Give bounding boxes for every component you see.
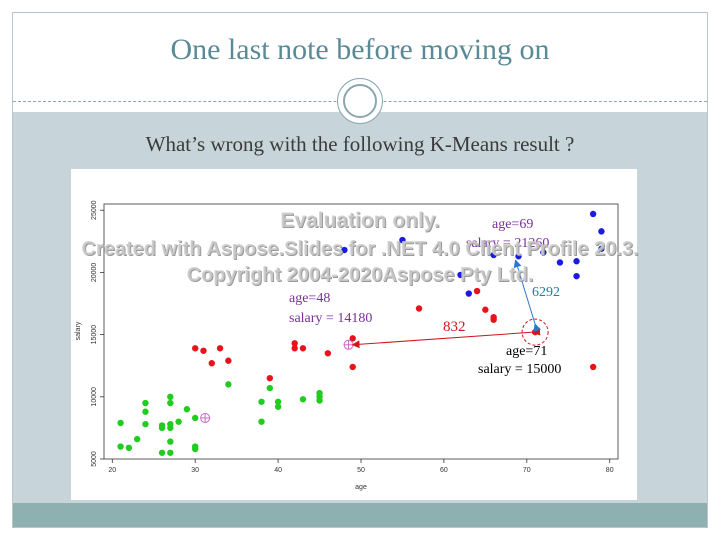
slide-frame xyxy=(12,12,708,528)
data-point xyxy=(490,251,497,259)
data-point xyxy=(589,210,597,218)
data-point xyxy=(167,393,174,401)
data-point xyxy=(556,259,564,266)
horizontal-distance-arrow xyxy=(351,327,541,349)
data-point xyxy=(266,384,274,392)
data-point xyxy=(191,414,199,422)
y-tick-label: 10000 xyxy=(91,387,98,407)
y-tick-label: 25000 xyxy=(91,200,98,220)
x-tick-label: 20 xyxy=(108,467,116,474)
data-point xyxy=(291,340,298,347)
data-point xyxy=(158,424,166,432)
data-point xyxy=(117,419,124,427)
data-point xyxy=(299,396,307,403)
data-point xyxy=(258,398,265,405)
data-point xyxy=(167,424,174,432)
annotation-salary-21260: salary = 21260 xyxy=(466,236,549,251)
data-point xyxy=(167,399,174,407)
data-point xyxy=(490,316,497,323)
data-point xyxy=(465,290,472,297)
data-point xyxy=(225,357,232,364)
annotations: age=69 salary = 21260 age=48 salary = 14… xyxy=(289,217,561,377)
x-axis-label: age xyxy=(355,484,367,491)
data-point xyxy=(589,363,597,371)
y-tick-label: 20000 xyxy=(91,263,98,283)
data-point xyxy=(175,418,182,425)
data-point xyxy=(291,345,298,352)
data-point xyxy=(482,306,489,313)
data-point xyxy=(258,418,265,425)
data-point xyxy=(573,272,580,280)
y-axis: 5000 10000 15000 20000 25000 xyxy=(91,200,104,467)
kmeans-scatter-chart: 20 30 40 50 60 70 80 500010000150002000025000 … xyxy=(75,200,619,491)
data-point xyxy=(540,249,547,256)
data-point xyxy=(341,246,348,254)
data-point xyxy=(133,435,141,443)
data-point xyxy=(225,381,232,388)
separator-ring-inner-icon xyxy=(343,84,377,118)
vertical-distance-arrow xyxy=(513,259,541,332)
x-tick-label: 70 xyxy=(523,467,531,474)
annotation-salary-14180: salary = 14180 xyxy=(289,311,372,326)
data-point xyxy=(598,245,605,252)
slide-subtitle: What’s wrong with the following K-Means … xyxy=(145,132,575,156)
data-point xyxy=(349,363,356,371)
data-point xyxy=(299,345,307,352)
highlight-circle xyxy=(521,318,549,346)
data-points xyxy=(117,210,605,456)
data-point xyxy=(399,236,406,244)
annotation-age-71: age=71 xyxy=(506,344,547,359)
data-point xyxy=(158,449,166,456)
data-point xyxy=(142,420,149,428)
y-tick-label: 5000 xyxy=(91,451,98,467)
y-tick-label: 15000 xyxy=(91,325,98,345)
data-point xyxy=(183,406,191,413)
data-point xyxy=(117,443,124,450)
distance-label-6292: 6292 xyxy=(532,285,560,300)
data-point xyxy=(473,287,481,295)
slide-title: One last note before moving on xyxy=(170,33,550,66)
data-point xyxy=(573,258,580,265)
data-point xyxy=(167,438,174,445)
data-point xyxy=(208,360,215,367)
x-tick-label: 40 xyxy=(274,467,282,474)
data-point xyxy=(200,347,207,354)
y-axis-label: salary xyxy=(75,321,82,340)
data-point xyxy=(125,444,133,452)
data-point xyxy=(515,253,522,260)
annotation-age-69: age=69 xyxy=(492,217,533,232)
x-tick-label: 60 xyxy=(440,467,448,474)
data-point xyxy=(324,350,332,357)
footer-band xyxy=(13,503,707,527)
data-point xyxy=(191,445,199,453)
x-tick-label: 50 xyxy=(357,467,365,474)
x-tick-label: 80 xyxy=(606,467,614,474)
annotation-age-48: age=48 xyxy=(289,291,330,306)
data-point xyxy=(142,408,149,415)
data-point xyxy=(598,228,605,235)
distance-label-832: 832 xyxy=(443,319,466,335)
x-tick-label: 30 xyxy=(191,467,199,474)
data-point xyxy=(316,397,323,404)
annotation-salary-15000: salary = 15000 xyxy=(478,362,561,377)
data-point xyxy=(274,398,282,405)
data-point xyxy=(216,345,224,352)
data-point xyxy=(457,271,464,279)
data-point xyxy=(167,449,174,456)
data-point xyxy=(191,345,199,352)
data-point xyxy=(274,403,282,410)
data-point xyxy=(415,305,423,312)
x-axis: 20 30 40 50 60 70 80 xyxy=(108,459,614,474)
data-point xyxy=(142,399,149,407)
data-point xyxy=(266,374,274,382)
